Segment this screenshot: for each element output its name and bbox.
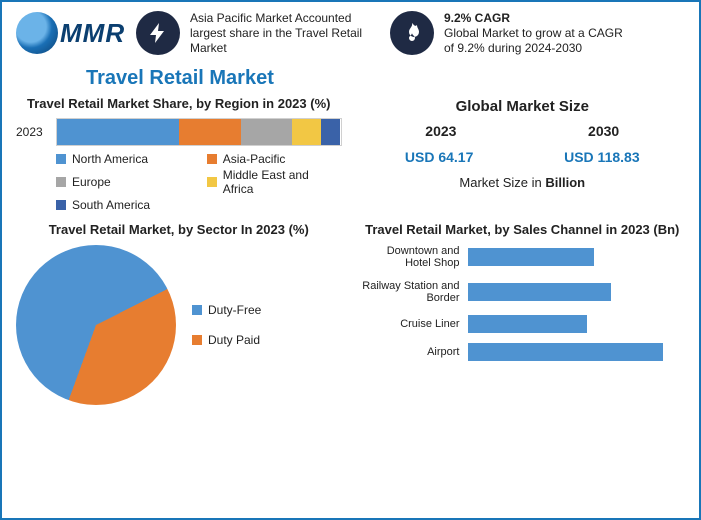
bar-track xyxy=(468,315,686,333)
header: MMR Asia Pacific Market Accounted larges… xyxy=(16,10,685,56)
bar-fill xyxy=(468,315,588,333)
sector-pie-section: Travel Retail Market, by Sector In 2023 … xyxy=(16,218,342,404)
sector-pie-title: Travel Retail Market, by Sector In 2023 … xyxy=(16,222,342,238)
region-seg-asia-pacific xyxy=(179,119,241,145)
pie-wrap: Duty-Free Duty Paid xyxy=(16,245,342,405)
pie-legend: Duty-Free Duty Paid xyxy=(192,303,261,347)
fact2-text: Global Market to grow at a CAGR of 9.2% … xyxy=(444,26,623,55)
swatch-icon xyxy=(192,335,202,345)
swatch-icon xyxy=(56,200,66,210)
region-share-section: Travel Retail Market Share, by Region in… xyxy=(16,92,342,212)
swatch-icon xyxy=(192,305,202,315)
fact2: 9.2% CAGR Global Market to grow at a CAG… xyxy=(444,11,634,56)
sales-channel-bars: Downtown and Hotel Shop Railway Station a… xyxy=(360,245,686,362)
bar-fill xyxy=(468,343,664,361)
bar-row: Downtown and Hotel Shop xyxy=(360,245,686,270)
sales-channel-section: Travel Retail Market, by Sales Channel i… xyxy=(360,218,686,404)
bar-label: Airport xyxy=(360,346,460,359)
pie-legend-item: Duty Paid xyxy=(192,333,261,347)
legend-item: South America xyxy=(56,198,191,212)
gms-val-1: USD 118.83 xyxy=(564,149,640,165)
main-title: Travel Retail Market xyxy=(86,66,685,90)
region-seg-north-america xyxy=(57,119,179,145)
swatch-icon xyxy=(207,177,217,187)
region-stacked-bar: 2023 xyxy=(16,118,342,146)
bar-row: Cruise Liner xyxy=(360,315,686,333)
gms-note: Market Size in Billion xyxy=(360,175,686,190)
bolt-icon xyxy=(146,21,170,45)
legend-item: Europe xyxy=(56,168,191,196)
sales-channel-title: Travel Retail Market, by Sales Channel i… xyxy=(360,222,686,238)
gms-year-0: 2023 xyxy=(425,123,456,139)
bar-fill xyxy=(468,248,594,266)
gms-note-bold: Billion xyxy=(545,175,585,190)
gms-years: 2023 2030 xyxy=(360,123,686,139)
flame-icon xyxy=(400,21,424,45)
pie-legend-item: Duty-Free xyxy=(192,303,261,317)
globe-icon xyxy=(16,12,58,54)
bar-fill xyxy=(468,283,612,301)
region-year-label: 2023 xyxy=(16,125,50,139)
swatch-icon xyxy=(56,154,66,164)
gms-title: Global Market Size xyxy=(360,98,686,115)
region-seg-middle-east-and-africa xyxy=(292,119,320,145)
region-seg-europe xyxy=(241,119,292,145)
bar-label: Railway Station and Border xyxy=(360,280,460,305)
legend-item: North America xyxy=(56,152,191,166)
content-grid: Travel Retail Market Share, by Region in… xyxy=(16,92,685,405)
pie-chart xyxy=(16,245,176,405)
region-legend: North America Asia-Pacific Europe Middle Ea… xyxy=(56,152,342,212)
global-market-size-section: Global Market Size 2023 2030 USD 64.17 U… xyxy=(360,92,686,212)
region-seg-south-america xyxy=(321,119,341,145)
stacked-bar xyxy=(56,118,342,146)
gms-year-1: 2030 xyxy=(588,123,619,139)
region-share-title: Travel Retail Market Share, by Region in… xyxy=(16,96,342,112)
fact2-title: 9.2% CAGR xyxy=(444,11,510,25)
fact1-text: Asia Pacific Market Accounted largest sh… xyxy=(190,11,380,56)
bar-label: Cruise Liner xyxy=(360,318,460,331)
infographic-page: MMR Asia Pacific Market Accounted larges… xyxy=(0,0,701,520)
gms-val-0: USD 64.17 xyxy=(405,149,473,165)
swatch-icon xyxy=(56,177,66,187)
swatch-icon xyxy=(207,154,217,164)
flame-badge xyxy=(390,11,434,55)
logo-text: MMR xyxy=(60,20,125,46)
bar-row: Railway Station and Border xyxy=(360,280,686,305)
gms-note-prefix: Market Size in xyxy=(459,175,545,190)
bolt-badge xyxy=(136,11,180,55)
gms-values: USD 64.17 USD 118.83 xyxy=(360,149,686,165)
legend-item: Asia-Pacific xyxy=(207,152,342,166)
bar-label: Downtown and Hotel Shop xyxy=(360,245,460,270)
mmr-logo: MMR xyxy=(16,10,126,56)
bar-track xyxy=(468,343,686,361)
bar-track xyxy=(468,248,686,266)
legend-item: Middle East and Africa xyxy=(207,168,342,196)
bar-row: Airport xyxy=(360,343,686,361)
bar-track xyxy=(468,283,686,301)
